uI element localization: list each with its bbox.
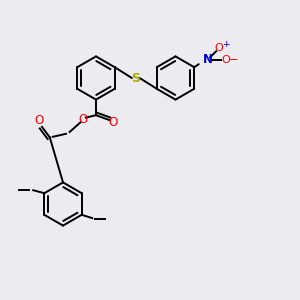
Text: S: S xyxy=(131,71,140,85)
Text: O: O xyxy=(34,114,43,128)
Text: O: O xyxy=(221,55,230,65)
Text: O: O xyxy=(215,43,224,53)
Text: O: O xyxy=(78,113,87,126)
Text: +: + xyxy=(223,40,230,49)
Text: O: O xyxy=(108,116,117,129)
Text: N: N xyxy=(203,53,213,66)
Text: −: − xyxy=(229,55,238,65)
